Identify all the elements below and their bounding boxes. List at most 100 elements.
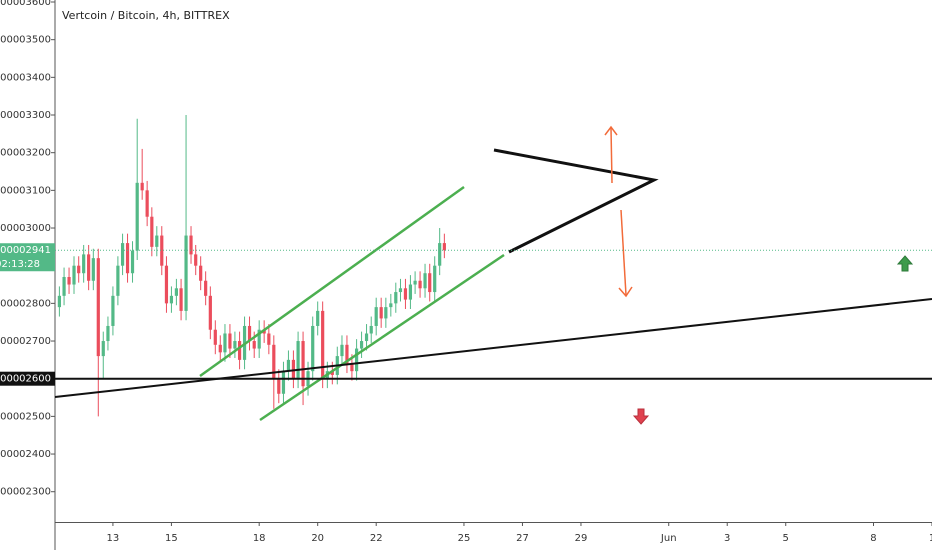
countdown-label: 02:13:28	[0, 259, 40, 270]
y-tick-label: 0.00003400	[0, 72, 51, 83]
candle-body	[91, 258, 95, 281]
candle-body	[262, 329, 266, 334]
candle-body	[403, 288, 408, 300]
candle-body	[237, 341, 242, 360]
candle-body	[184, 235, 188, 311]
candle-body	[82, 254, 86, 274]
arrow-down	[620, 209, 627, 296]
zigzag	[493, 148, 659, 254]
candle-body	[135, 182, 139, 251]
candle-body	[57, 295, 61, 308]
candle-body	[62, 276, 66, 296]
x-tick-label: 3	[724, 533, 730, 544]
x-tick-label: 1	[929, 533, 932, 544]
candle-body	[199, 265, 203, 281]
arrow-down-head	[618, 286, 633, 298]
candle-body	[359, 341, 364, 349]
x-tick-label: 29	[575, 533, 588, 544]
candle-body	[174, 288, 178, 296]
candle-body	[364, 333, 369, 342]
candle-body	[194, 254, 198, 266]
candle-body	[257, 329, 261, 349]
horizontal-line-label: 0.00002600	[0, 374, 51, 385]
candles	[57, 115, 446, 417]
trend-line	[54, 298, 932, 398]
current-price-label: 0.00002941	[0, 245, 51, 256]
candle-body	[389, 303, 393, 308]
candle-body	[384, 307, 388, 319]
x-tick-label: Jun	[660, 533, 677, 544]
candle-body	[218, 344, 222, 353]
candle-body	[345, 344, 349, 364]
down-signal-icon	[632, 408, 650, 425]
channel-lower	[259, 253, 505, 422]
x-tick-label: 20	[311, 533, 324, 544]
candle-body	[369, 325, 373, 334]
y-tick-label: 0.00002800	[0, 298, 51, 309]
candle-body	[150, 216, 154, 247]
candle-body	[116, 265, 120, 296]
candle-body	[169, 295, 174, 304]
candle-body	[423, 273, 427, 289]
candle-body	[281, 371, 286, 394]
candle-body	[321, 310, 325, 379]
current-price-label-bg	[0, 243, 55, 272]
candle-body	[286, 359, 291, 372]
candle-body	[228, 333, 232, 349]
horizontal-line-label-bg	[0, 371, 55, 386]
drawings	[54, 125, 932, 425]
candle-body	[428, 273, 432, 293]
candle-body	[301, 341, 305, 387]
candle-body	[204, 280, 208, 296]
candle-body	[179, 288, 183, 311]
candle-body	[408, 284, 413, 300]
x-tick-label: 18	[253, 533, 266, 544]
up-signal-icon	[896, 255, 914, 272]
candle-body	[374, 307, 378, 326]
candle-body	[354, 348, 359, 372]
candle-body	[252, 341, 256, 349]
y-tick-label: 0.00003300	[0, 110, 51, 121]
y-tick-label: 0.00003500	[0, 35, 51, 46]
candle-body	[106, 325, 110, 342]
candle-body	[418, 280, 422, 289]
x-tick-label: 22	[370, 533, 383, 544]
y-tick-label: 0.00003200	[0, 148, 51, 159]
candle-body	[277, 378, 281, 394]
candle-body	[145, 190, 149, 217]
channel-upper	[199, 185, 465, 378]
candle-body	[111, 295, 115, 326]
arrow-up-head	[604, 125, 618, 136]
chart-title: Vertcoin / Bitcoin, 4h, BITTREX	[62, 9, 230, 22]
candle-body	[316, 310, 320, 326]
x-tick-label: 15	[165, 533, 178, 544]
candle-body	[72, 265, 76, 285]
x-tick-label: 5	[783, 533, 789, 544]
x-tick-label: 13	[107, 533, 120, 544]
candle-body	[140, 182, 144, 191]
candle-body	[155, 235, 159, 247]
candle-body	[350, 363, 354, 372]
candle-body	[433, 265, 437, 293]
candle-body	[296, 341, 300, 379]
candle-body	[379, 307, 383, 319]
arrow-up	[610, 127, 613, 184]
candle-body	[247, 325, 252, 342]
candle-body	[442, 243, 446, 251]
y-tick-label: 0.00002700	[0, 336, 51, 347]
candle-body	[438, 243, 442, 266]
candle-body	[340, 344, 344, 357]
x-tick-label: 25	[458, 533, 471, 544]
y-tick-label: 0.00003600	[0, 0, 51, 8]
candle-body	[67, 276, 71, 285]
y-tick-label: 0.00002400	[0, 449, 51, 460]
candle-body	[120, 243, 125, 266]
y-tick-label: 0.00003000	[0, 223, 51, 234]
candle-body	[208, 295, 212, 330]
y-tick-label: 0.00003100	[0, 185, 51, 196]
candle-body	[77, 265, 81, 274]
candle-body	[233, 341, 237, 349]
candle-body	[413, 280, 417, 285]
